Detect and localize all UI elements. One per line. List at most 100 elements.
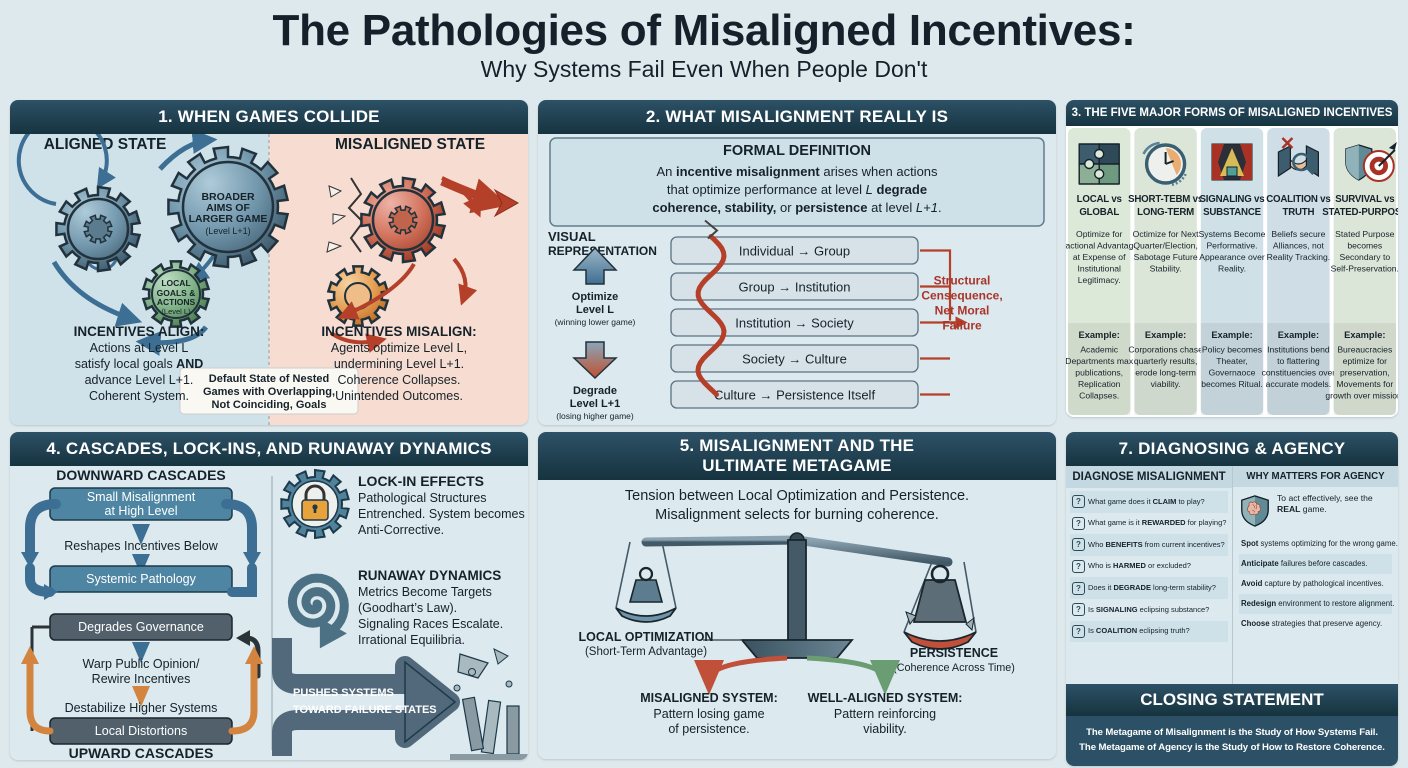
svg-text:Society → Culture: Society → Culture [742, 352, 847, 367]
svg-text:Bureaucracies: Bureaucracies [1337, 345, 1392, 355]
svg-text:LONG-TERM: LONG-TERM [1137, 207, 1194, 218]
svg-text:Academic: Academic [1080, 345, 1118, 355]
svg-text:growth over mission.: growth over mission. [1325, 391, 1398, 401]
svg-text:MISALIGNED STATE: MISALIGNED STATE [335, 136, 485, 153]
svg-text:Local Distortions: Local Distortions [95, 724, 187, 738]
svg-text:Systemic Pathology: Systemic Pathology [86, 572, 197, 586]
svg-text:SHORT-TEBM vs: SHORT-TEBM vs [1128, 194, 1203, 205]
svg-text:LARGER GAME: LARGER GAME [189, 213, 268, 225]
svg-text:Tension between Local Optimiza: Tension between Local Optimization and P… [625, 488, 969, 504]
svg-text:Optimize for: Optimize for [1076, 229, 1122, 239]
svg-text:becomes: becomes [1347, 241, 1382, 251]
svg-text:Reality.: Reality. [1218, 264, 1246, 274]
svg-text:Signaling Races Escalate.: Signaling Races Escalate. [358, 617, 503, 631]
svg-text:Games with Overlapping,: Games with Overlapping, [203, 386, 335, 398]
svg-text:Systems Become: Systems Become [1199, 229, 1266, 239]
svg-text:Small Misalignment: Small Misalignment [87, 490, 196, 504]
svg-text:Stability.: Stability. [1150, 264, 1182, 274]
svg-text:INCENTIVES MISALIGN:: INCENTIVES MISALIGN: [321, 324, 476, 339]
svg-text:GLOBAL: GLOBAL [1079, 207, 1119, 218]
svg-text:Secondary to: Secondary to [1339, 252, 1390, 262]
svg-text:FORMAL DEFINITION: FORMAL DEFINITION [723, 143, 871, 159]
svg-text:Quarter/Election,: Quarter/Election, [1133, 241, 1197, 251]
svg-text:Reshapes Incentives Below: Reshapes Incentives Below [64, 539, 219, 553]
svg-text:advance Level L+1.: advance Level L+1. [85, 373, 194, 387]
svg-text:An incentive misalignment aris: An incentive misalignment arises when ac… [656, 164, 938, 179]
svg-text:Pattern reinforcing: Pattern reinforcing [834, 707, 936, 721]
svg-text:Censequence,: Censequence, [921, 289, 1002, 303]
svg-text:(Level L+1): (Level L+1) [205, 226, 250, 236]
svg-text:(winning lower game): (winning lower game) [555, 317, 636, 327]
svg-text:Movements for: Movements for [1336, 379, 1393, 389]
svg-text:(Short-Term Advantage): (Short-Term Advantage) [585, 646, 707, 658]
svg-text:Structural: Structural [934, 274, 991, 288]
svg-text:constituencies over: constituencies over [1262, 368, 1336, 378]
svg-text:to flattering: to flattering [1277, 356, 1320, 366]
svg-text:Agents optimize Level L,: Agents optimize Level L, [331, 341, 467, 355]
svg-text:Degrades Governance: Degrades Governance [78, 620, 204, 634]
svg-text:Irrational Equilibria.: Irrational Equilibria. [358, 633, 465, 647]
svg-text:erode long-term: erode long-term [1135, 368, 1196, 378]
svg-text:Institution → Society: Institution → Society [735, 316, 854, 331]
svg-text:(losing higher game): (losing higher game) [556, 411, 634, 421]
svg-text:Level L: Level L [576, 304, 614, 316]
svg-text:Destabilize Higher Systems: Destabilize Higher Systems [65, 701, 218, 715]
svg-text:eptimize for: eptimize for [1343, 356, 1388, 366]
svg-text:COALITION vs: COALITION vs [1266, 194, 1330, 205]
svg-text:publications,: publications, [1075, 368, 1123, 378]
svg-text:Degrade: Degrade [573, 385, 617, 397]
svg-text:ACTIONS: ACTIONS [157, 297, 196, 307]
svg-text:Octimize for Next: Octimize for Next [1133, 229, 1200, 239]
svg-text:VISUAL: VISUAL [548, 229, 596, 244]
svg-text:Rewire Incentives: Rewire Incentives [92, 672, 191, 686]
svg-text:Example:: Example: [1079, 330, 1120, 340]
svg-text:DOWNWARD CASCADES: DOWNWARD CASCADES [56, 467, 226, 483]
svg-text:Net Moral: Net Moral [935, 304, 990, 318]
svg-text:Corporations chase: Corporations chase [1128, 345, 1203, 355]
svg-text:Entrenched. System becomes: Entrenched. System becomes [358, 507, 525, 521]
svg-text:(Coherence Across Time): (Coherence Across Time) [893, 662, 1015, 674]
svg-text:LOCAL vs: LOCAL vs [1077, 194, 1122, 205]
svg-text:(Goodhart’s Law).: (Goodhart’s Law). [358, 601, 457, 615]
svg-text:viability.: viability. [1151, 379, 1181, 389]
svg-text:Legitimacy.: Legitimacy. [1078, 275, 1121, 285]
svg-text:SURVIVAL vs: SURVIVAL vs [1335, 194, 1394, 205]
svg-text:of persistence.: of persistence. [668, 722, 749, 736]
svg-text:TOWARD FAILURE STATES: TOWARD FAILURE STATES [293, 704, 437, 716]
svg-text:RUNAWAY DYNAMICS: RUNAWAY DYNAMICS [358, 568, 501, 583]
svg-text:Reality Tracking.: Reality Tracking. [1267, 252, 1331, 262]
svg-text:WELL-ALIGNED SYSTEM:: WELL-ALIGNED SYSTEM: [808, 691, 963, 705]
svg-text:Unintended Outcomes.: Unintended Outcomes. [335, 389, 463, 403]
svg-text:PUSHES SYSTEMS: PUSHES SYSTEMS [293, 687, 394, 699]
svg-text:preservation,: preservation, [1340, 368, 1390, 378]
svg-text:Misalignment selects for burni: Misalignment selects for burning coheren… [655, 507, 939, 523]
svg-text:Departments max: Departments max [1066, 356, 1134, 366]
svg-text:Failure: Failure [942, 319, 982, 333]
svg-text:Example:: Example: [1211, 330, 1252, 340]
svg-text:SUBSTANCE: SUBSTANCE [1203, 207, 1262, 218]
svg-text:Institutions bend: Institutions bend [1267, 345, 1330, 355]
svg-text:STATED-PURPOSE: STATED-PURPOSE [1322, 207, 1398, 218]
svg-text:SIGNALING vs: SIGNALING vs [1200, 194, 1265, 205]
svg-text:Theater,: Theater, [1216, 356, 1248, 366]
svg-text:TRUTH: TRUTH [1282, 207, 1314, 218]
svg-text:Pattern losing game: Pattern losing game [653, 707, 764, 721]
svg-text:INCENTIVES ALIGN:: INCENTIVES ALIGN: [74, 324, 205, 339]
svg-text:Actions at Level L: Actions at Level L [90, 341, 189, 355]
svg-text:Warp Public Opinion/: Warp Public Opinion/ [83, 657, 200, 671]
svg-text:Collapses.: Collapses. [1079, 391, 1119, 401]
svg-text:Individual → Group: Individual → Group [739, 244, 850, 259]
svg-text:Sabotage Future: Sabotage Future [1134, 252, 1198, 262]
svg-text:LOCAL OPTIMIZATION: LOCAL OPTIMIZATION [579, 630, 714, 644]
svg-text:viability.: viability. [863, 722, 907, 736]
svg-text:becomes Ritual.: becomes Ritual. [1201, 379, 1263, 389]
svg-text:Pathological Structures: Pathological Structures [358, 491, 487, 505]
svg-text:Self-Preservation.: Self-Preservation. [1331, 264, 1398, 274]
svg-text:at Expense of: at Expense of [1073, 252, 1126, 262]
svg-text:Stated Purpose: Stated Purpose [1335, 229, 1394, 239]
svg-text:Group → Institution: Group → Institution [739, 280, 851, 295]
svg-text:Institutional: Institutional [1077, 264, 1121, 274]
svg-text:accurate models.: accurate models. [1266, 379, 1331, 389]
svg-text:coherence, stability, or persi: coherence, stability, or persistence at … [652, 200, 941, 215]
svg-text:UPWARD CASCADES: UPWARD CASCADES [69, 745, 214, 760]
